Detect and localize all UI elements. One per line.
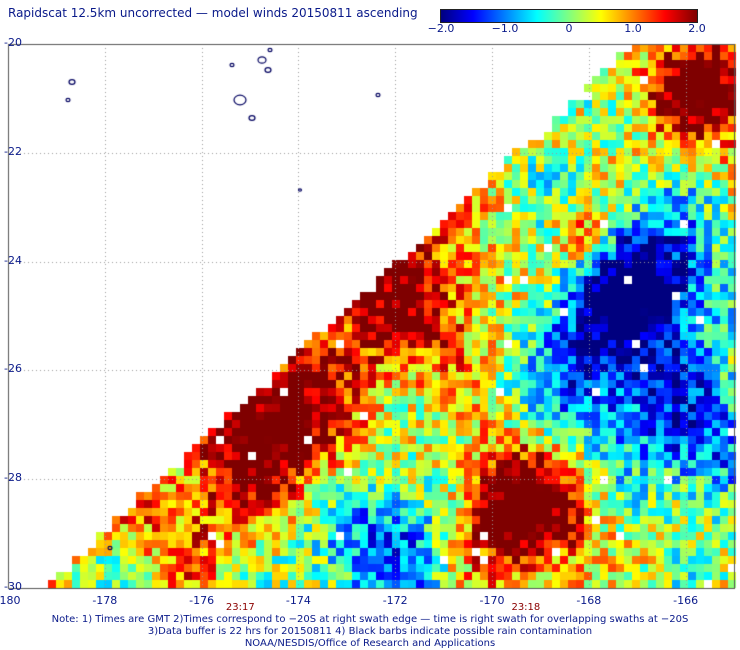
longitude-tick-label: -174 <box>285 594 311 607</box>
colorbar-label: 0 <box>565 22 573 35</box>
longitude-tick-label: -166 <box>673 594 699 607</box>
longitude-tick-label: -172 <box>382 594 408 607</box>
latitude-tick-label: -22 <box>4 144 22 158</box>
note-line-1: Note: 1) Times are GMT 2)Times correspon… <box>51 614 689 625</box>
latitude-tick-label: -20 <box>4 36 22 49</box>
longitude-tick-label: -178 <box>92 594 118 607</box>
note-line-2: 3)Data buffer is 22 hrs for 20150811 4) … <box>147 626 593 637</box>
note-line-3: NOAA/NESDIS/Office of Research and Appli… <box>244 638 496 649</box>
latitude-tick-label: -26 <box>4 362 22 376</box>
latitude-tick-label: -24 <box>4 253 22 267</box>
colorbar <box>440 9 698 23</box>
colorbar-label: 2.0 <box>688 22 706 35</box>
latitude-tick-label: -30 <box>4 580 22 593</box>
swath-time-label: 23:18 <box>511 602 541 613</box>
longitude-tick-label: -180 <box>0 594 21 607</box>
swath-time-label: 23:17 <box>225 602 255 613</box>
longitude-tick-label: -176 <box>189 594 215 607</box>
colorbar-label: −2.0 <box>427 22 455 35</box>
longitude-tick-label: -170 <box>479 594 505 607</box>
colorbar-label: −1.0 <box>491 22 519 35</box>
colorbar-label: 1.0 <box>624 22 642 35</box>
map-title: Rapidscat 12.5km uncorrected — model win… <box>8 6 418 20</box>
latitude-tick-label: -28 <box>4 471 22 485</box>
longitude-tick-label: -168 <box>576 594 602 607</box>
